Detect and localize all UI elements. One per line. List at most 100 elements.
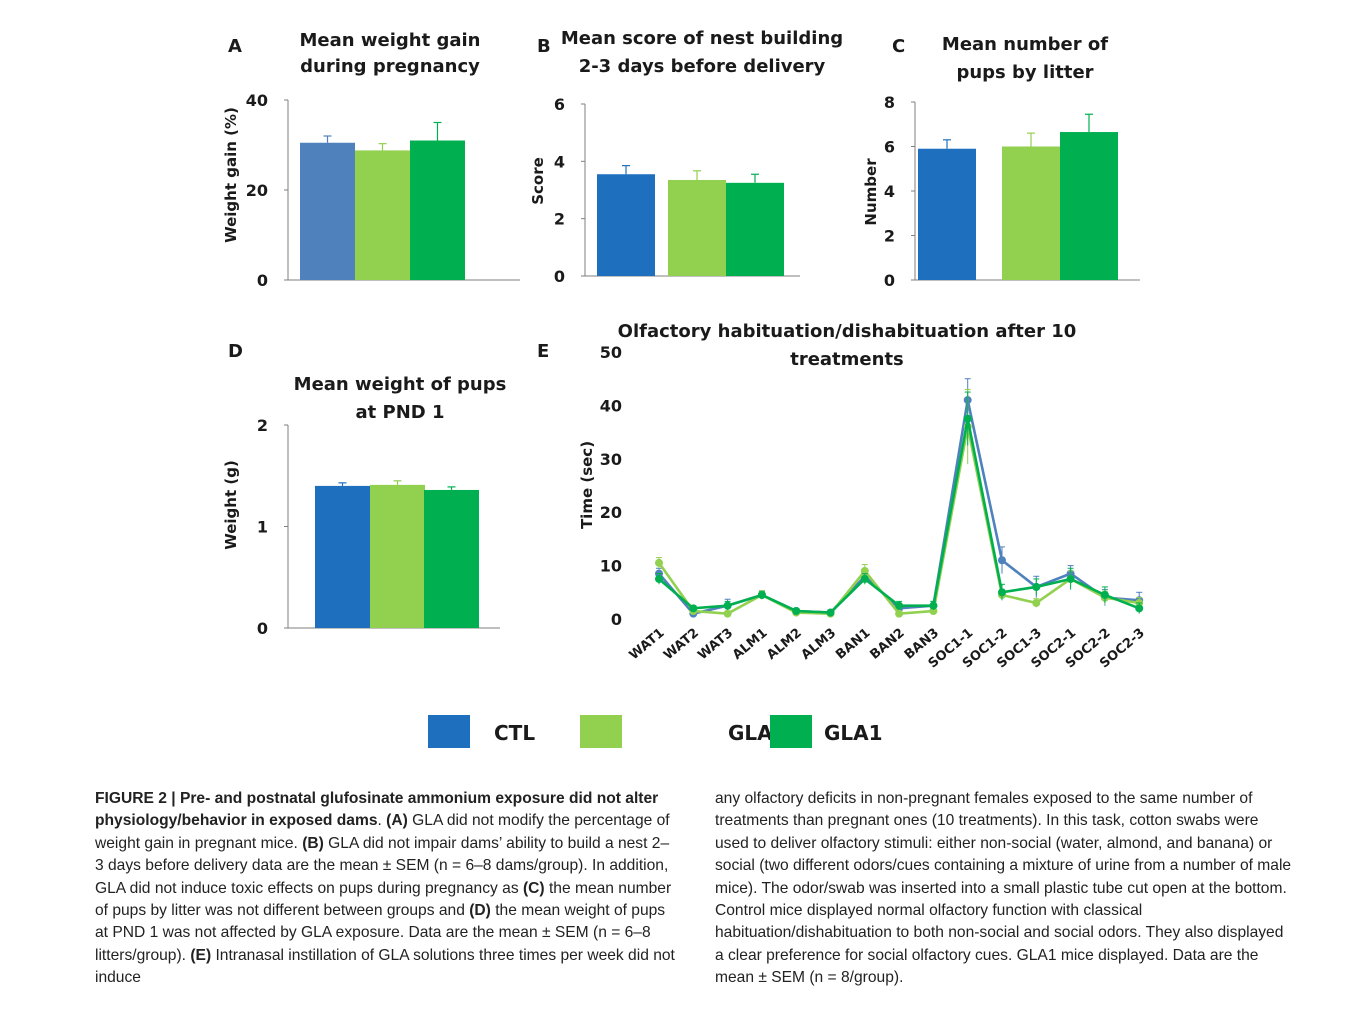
data-point	[929, 601, 938, 610]
figure-caption: FIGURE 2 | Pre- and postnatal glufosinat…	[95, 788, 1345, 1018]
bar-gla1	[410, 140, 465, 280]
chart-title: 2-3 days before delivery	[579, 56, 826, 77]
data-point	[1135, 604, 1144, 613]
x-tick-label: WAT1	[627, 626, 668, 664]
data-point	[655, 558, 663, 567]
panel-letter: B	[537, 36, 551, 57]
data-point	[689, 604, 698, 613]
y-axis-label: Number	[862, 158, 880, 226]
chart-title: Mean number of	[942, 34, 1108, 55]
caption-bold-run: (D)	[469, 902, 491, 920]
caption-bold-run: (E)	[190, 946, 212, 964]
y-tick-label: 0	[554, 267, 565, 286]
x-tick-label: BAN1	[833, 626, 873, 663]
y-tick-label: 0	[884, 271, 895, 290]
data-point	[1066, 574, 1075, 583]
bar-ctl	[597, 174, 655, 276]
legend-swatch-ctl	[428, 715, 470, 748]
data-point	[757, 590, 766, 599]
data-point	[826, 608, 835, 617]
data-point	[792, 606, 801, 615]
x-tick-label: ALM2	[764, 626, 805, 663]
y-tick-label: 4	[554, 152, 565, 171]
panel-letter: D	[228, 341, 243, 362]
chart-title: Mean weight of pups	[294, 374, 507, 395]
series-line-gla0-2	[657, 426, 1140, 616]
y-tick-label: 0	[611, 610, 622, 629]
panel-letter: C	[892, 36, 905, 57]
caption-bold-run: (C)	[522, 879, 545, 897]
legend-label: GLA1	[824, 721, 883, 745]
y-axis-label: Weight gain (%)	[222, 107, 240, 243]
chart-title: at PND 1	[355, 402, 444, 423]
y-axis-label: Weight (g)	[222, 460, 240, 550]
data-point	[963, 414, 972, 423]
y-tick-label: 2	[884, 227, 895, 246]
y-tick-label: 0	[257, 271, 268, 290]
chart-title: Mean weight gain	[300, 30, 481, 51]
chart-title: during pregnancy	[300, 56, 480, 77]
legend-swatch-gla1	[770, 715, 812, 748]
bar-gla0-2	[370, 484, 425, 628]
bar-gla0-2	[668, 179, 726, 276]
bar-ctl	[918, 148, 976, 280]
bar-gla1	[726, 182, 784, 276]
caption-bold-run: FIGURE 2 | Pre- and postnatal glufosinat…	[95, 790, 659, 830]
panel-letter: A	[228, 36, 242, 57]
bar-ctl	[300, 142, 355, 280]
y-tick-label: 1	[257, 518, 268, 537]
legend-label: CTL	[494, 721, 535, 745]
bar-gla0-2	[355, 150, 410, 280]
y-tick-label: 10	[600, 557, 622, 576]
caption-text-run: GLA did not impair dams’ ability to buil…	[95, 834, 670, 897]
y-tick-label: 50	[600, 343, 622, 362]
y-axis-label: Time (sec)	[578, 441, 596, 529]
caption-right-column: any olfactory deficits in non-pregnant f…	[715, 788, 1295, 990]
data-point	[895, 609, 904, 618]
y-tick-label: 30	[600, 450, 622, 469]
series-line-gla1	[658, 418, 1140, 614]
bar-ctl	[315, 485, 370, 628]
data-point	[998, 556, 1006, 565]
y-tick-label: 40	[246, 91, 268, 110]
caption-text-run: GLA did not modify the percentage of wei…	[95, 812, 670, 852]
bar-gla0-2	[1002, 146, 1060, 280]
data-point	[1032, 582, 1041, 591]
y-tick-label: 20	[600, 503, 622, 522]
chart-title: Olfactory habituation/dishabituation aft…	[618, 321, 1077, 342]
chart-title: Mean score of nest building	[561, 28, 843, 49]
caption-left-column: FIGURE 2 | Pre- and postnatal glufosinat…	[95, 788, 675, 990]
data-point	[860, 566, 869, 575]
chart-title: treatments	[790, 349, 904, 370]
caption-text-run: the mean number of pups by litter was no…	[95, 879, 672, 920]
data-point	[998, 588, 1006, 597]
data-point	[1032, 598, 1041, 607]
x-tick-label: WAT3	[695, 626, 736, 664]
y-tick-label: 6	[884, 138, 895, 157]
caption-text-run: Intranasal instillation of GLA solutions…	[95, 946, 675, 987]
caption-text-run: the mean weight of pups at PND 1 was not…	[95, 902, 666, 964]
caption-text-run: .	[377, 812, 387, 830]
y-tick-label: 2	[554, 210, 565, 229]
y-tick-label: 8	[884, 93, 895, 112]
y-tick-label: 6	[554, 95, 565, 114]
y-tick-label: 40	[600, 396, 622, 415]
data-point	[895, 601, 904, 610]
panel-letter: E	[537, 341, 549, 362]
data-point	[1100, 590, 1109, 599]
x-tick-label: BAN2	[867, 626, 907, 663]
bar-gla1	[1060, 132, 1118, 280]
caption-bold-run: (B)	[302, 834, 324, 852]
data-point	[860, 574, 869, 583]
data-point	[723, 601, 732, 610]
x-tick-label: ALM3	[799, 626, 840, 663]
y-tick-label: 4	[884, 182, 895, 201]
data-point	[723, 609, 732, 618]
y-tick-label: 20	[246, 181, 268, 200]
data-point	[655, 574, 663, 583]
chart-title: pups by litter	[956, 62, 1093, 83]
caption-right-text: any olfactory deficits in non-pregnant f…	[715, 790, 1292, 987]
x-tick-label: WAT2	[661, 626, 702, 664]
y-tick-label: 0	[257, 619, 268, 638]
y-axis-label: Score	[529, 157, 547, 205]
